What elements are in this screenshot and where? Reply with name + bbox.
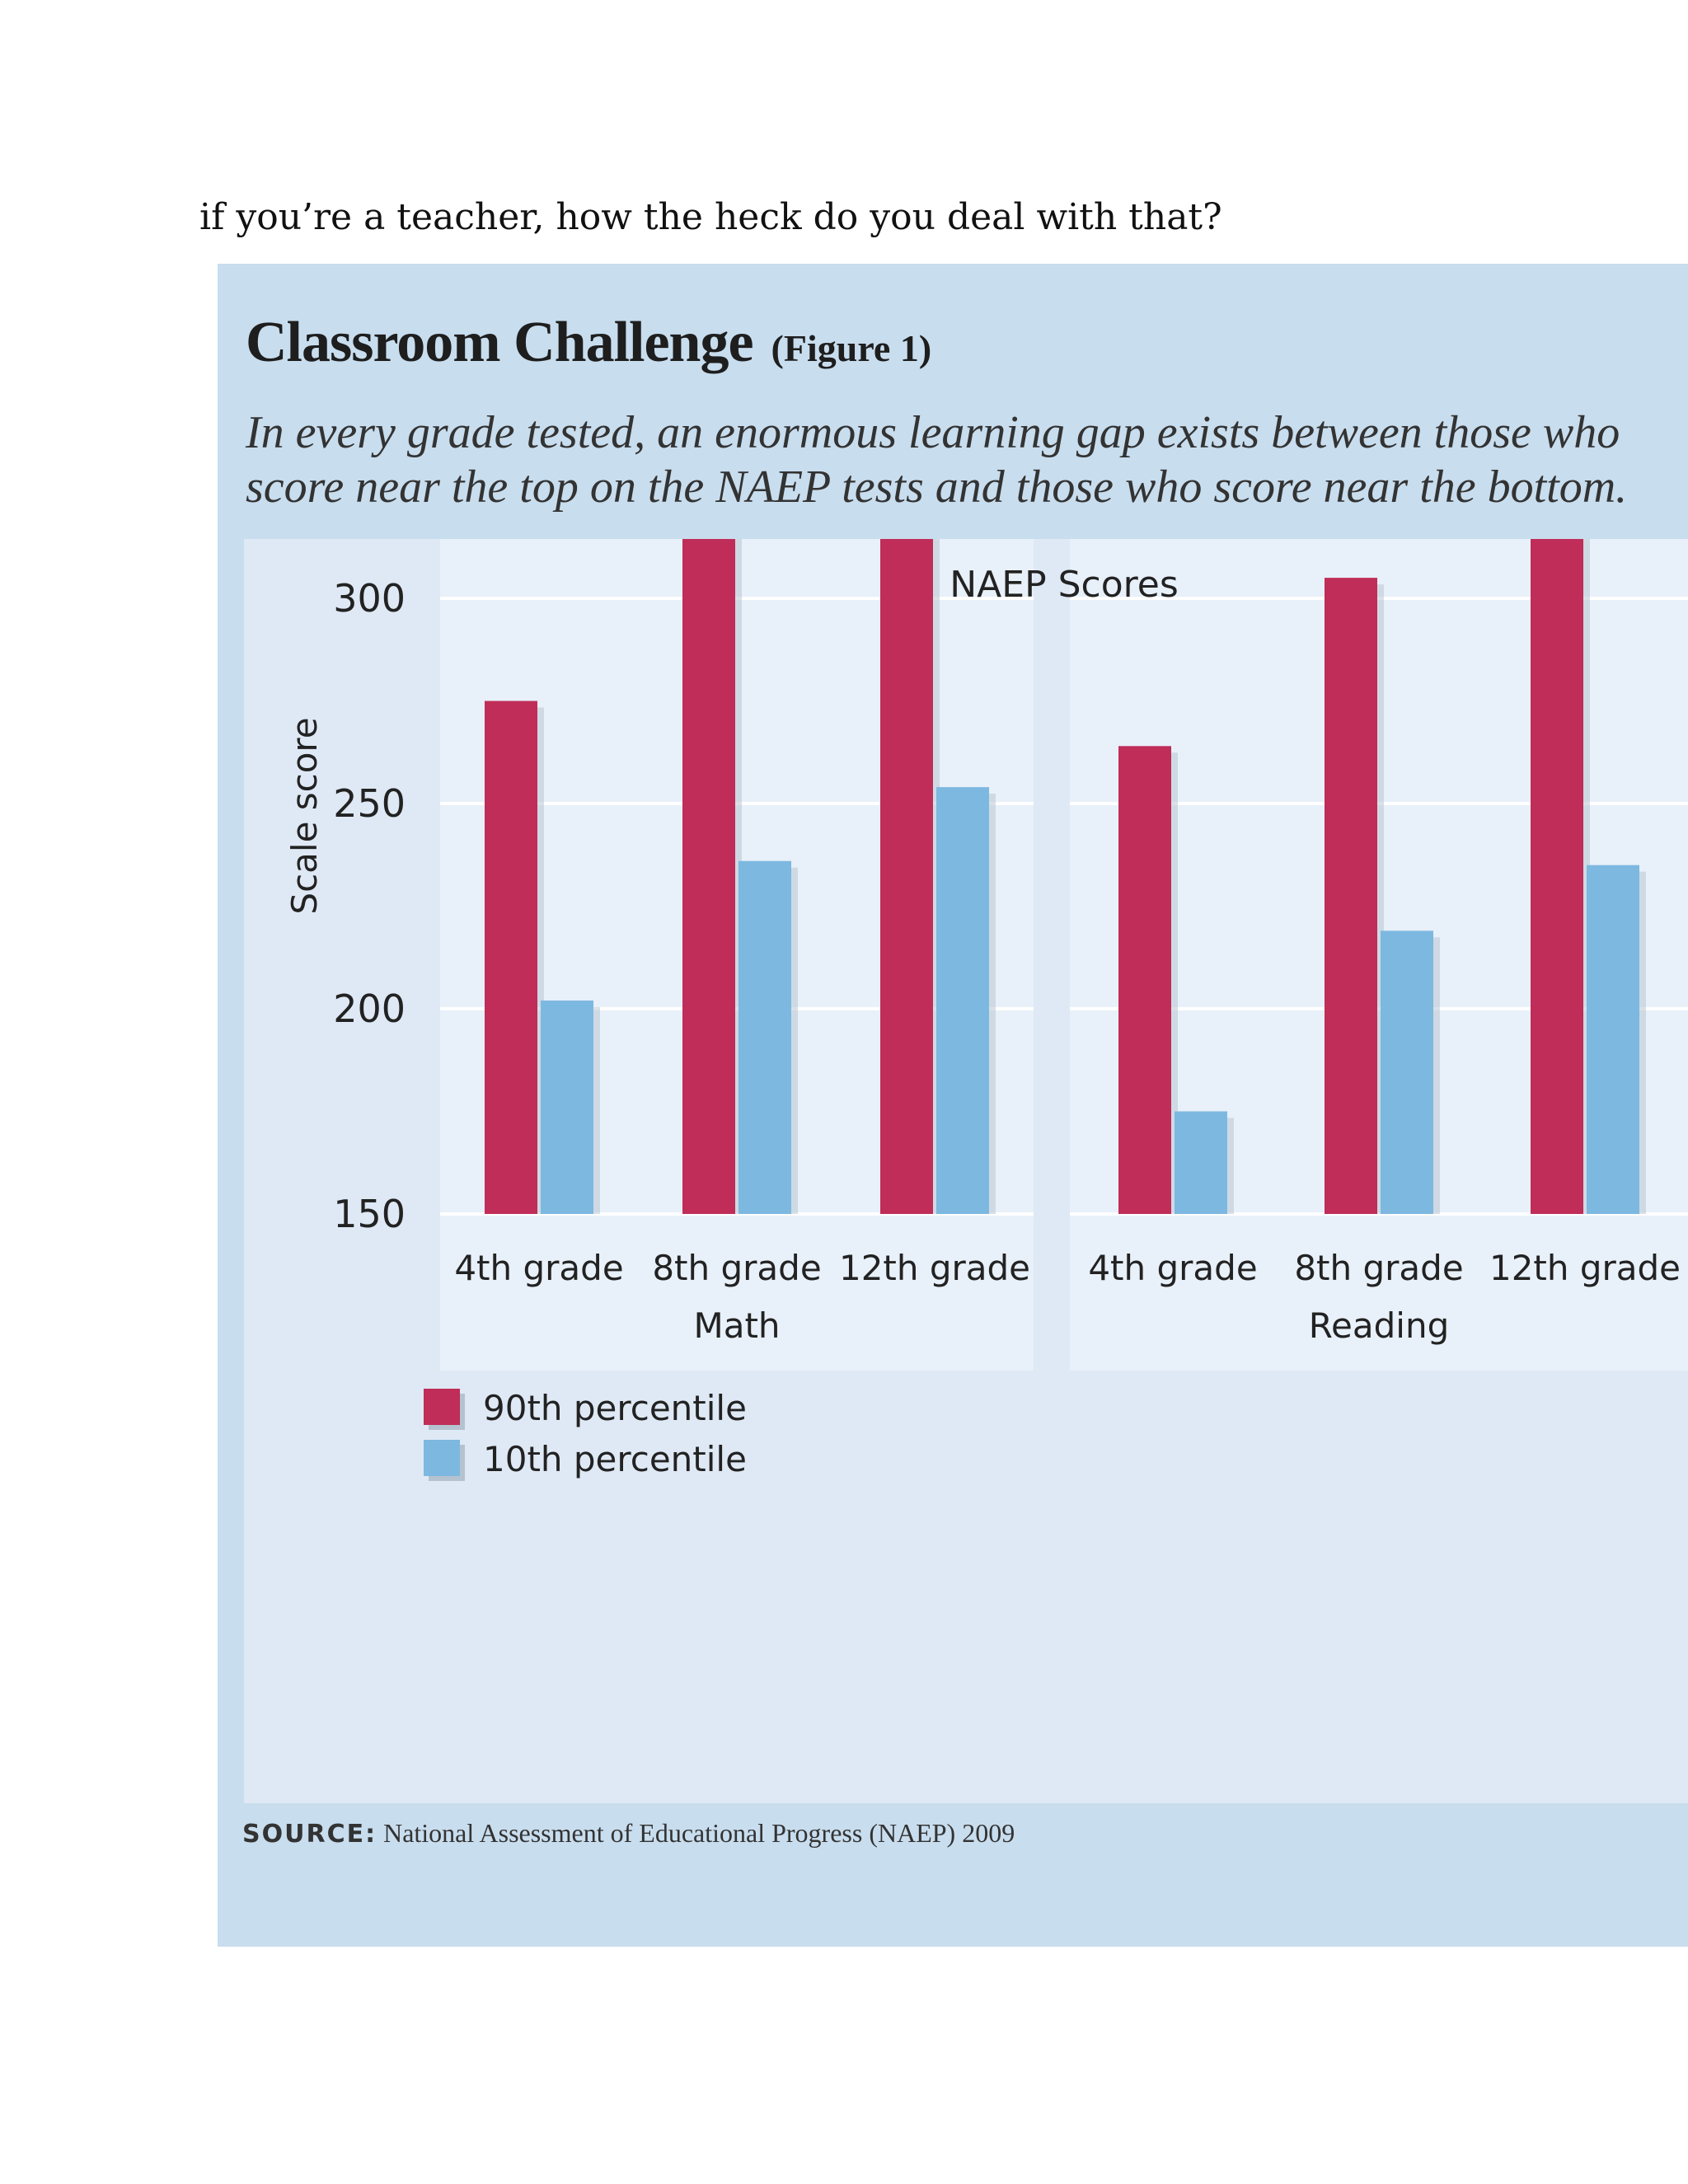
intro-text: if you’re a teacher, how the heck do you… [199,196,1222,238]
x-tick-label: 4th grade [1088,1248,1257,1288]
legend-label-p90: 90th percentile [483,1388,747,1428]
figure-title: Classroom Challenge [246,311,754,374]
source-note: SOURCE: National Assessment of Education… [242,1818,1015,1849]
legend-swatch-p10 [424,1440,460,1476]
legend-label-p10: 10th percentile [483,1439,747,1479]
figure-subtitle: In every grade tested, an enormous learn… [246,405,1680,514]
bar-reading-4th-grade-p90 [1118,746,1171,1214]
group-label-reading: Reading [1309,1305,1449,1346]
legend-swatch-p90 [424,1389,460,1425]
bar-reading-12th-grade-p90 [1531,539,1583,1214]
x-tick-label: 8th grade [1294,1248,1463,1288]
figure-tag: (Figure 1) [771,327,932,369]
group-label-math: Math [693,1305,780,1346]
x-tick-label: 8th grade [652,1248,821,1288]
bar-math-4th-grade-p10 [541,1001,593,1214]
figure-title-row: Classroom Challenge (Figure 1) [246,310,931,376]
bar-math-8th-grade-p90 [682,539,735,1214]
x-tick-label: 4th grade [454,1248,623,1288]
bar-reading-4th-grade-p10 [1175,1111,1227,1214]
bar-math-8th-grade-p10 [738,860,791,1214]
y-axis-label: Scale score [284,717,325,914]
y-tick-label: 300 [333,576,406,621]
y-tick-label: 250 [333,781,406,826]
x-tick-label: 12th grade [1489,1248,1681,1288]
y-tick-label: 150 [333,1192,406,1236]
figure-subtitle-line-1: In every grade tested, an enormous learn… [246,407,1620,458]
x-tick-label: 12th grade [839,1248,1030,1288]
figure-subtitle-line-2: score near the top on the NAEP tests and… [246,462,1628,513]
figure-card: Classroom Challenge (Figure 1) In every g… [218,264,1688,1947]
chart-title: NAEP Scores [950,564,1179,606]
bar-reading-8th-grade-p10 [1381,930,1433,1214]
bar-math-12th-grade-p10 [936,787,989,1214]
bar-math-4th-grade-p90 [485,701,537,1214]
y-tick-label: 200 [333,987,406,1031]
source-label: SOURCE: [242,1820,377,1849]
source-text: National Assessment of Educational Progr… [383,1818,1015,1848]
bar-math-12th-grade-p90 [880,539,933,1214]
bar-reading-8th-grade-p90 [1325,578,1377,1214]
bar-reading-12th-grade-p10 [1587,865,1639,1214]
